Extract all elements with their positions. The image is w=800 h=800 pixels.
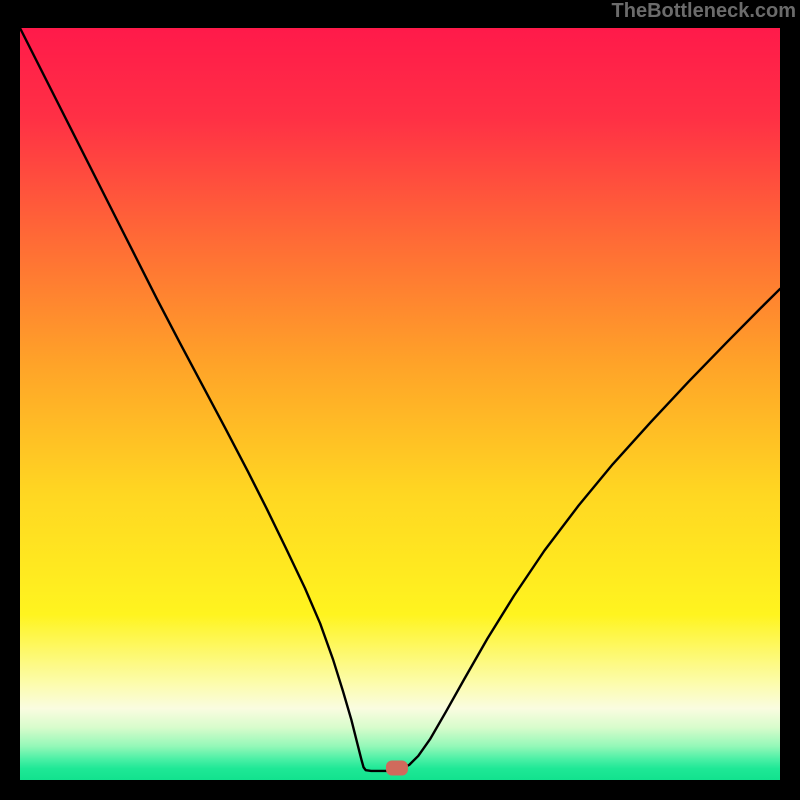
chart-plot-area — [20, 28, 780, 780]
optimal-point-marker — [386, 760, 408, 775]
watermark-text: TheBottleneck.com — [612, 0, 796, 23]
bottleneck-chart-frame: TheBottleneck.com — [0, 0, 800, 800]
bottleneck-chart-svg — [0, 0, 800, 800]
